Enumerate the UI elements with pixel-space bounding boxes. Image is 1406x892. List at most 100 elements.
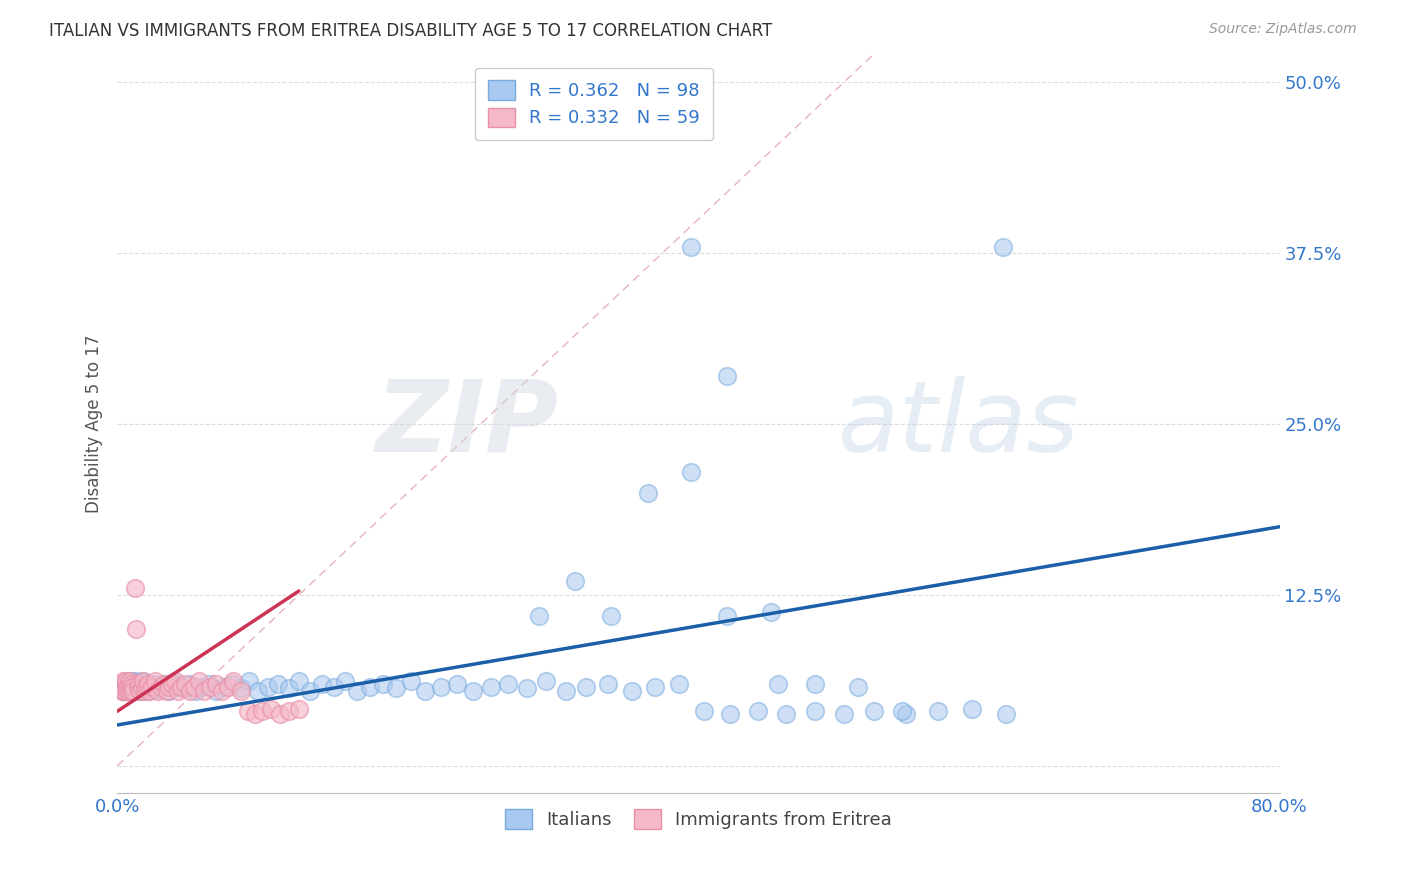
Point: [124, 677, 146, 691]
Point: [124, 681, 146, 695]
Point: [311, 677, 333, 691]
Point: [288, 701, 311, 715]
Point: [114, 680, 136, 694]
Point: [149, 680, 172, 694]
Point: [136, 677, 159, 691]
Point: [143, 677, 166, 691]
Y-axis label: Disability Age 5 to 17: Disability Age 5 to 17: [86, 335, 103, 514]
Point: [121, 674, 143, 689]
Point: [555, 683, 578, 698]
Point: [117, 683, 139, 698]
Point: [768, 677, 790, 691]
Point: [598, 677, 620, 691]
Point: [135, 680, 157, 694]
Point: [190, 680, 212, 694]
Point: [252, 704, 274, 718]
Point: [125, 622, 148, 636]
Point: [149, 680, 172, 694]
Point: [122, 680, 145, 694]
Point: [124, 582, 146, 596]
Point: [184, 683, 207, 698]
Point: [117, 677, 139, 691]
Point: [803, 704, 825, 718]
Point: [110, 683, 132, 698]
Point: [115, 674, 138, 689]
Point: [238, 674, 260, 689]
Point: [136, 677, 159, 691]
Point: [114, 683, 136, 698]
Point: [718, 707, 741, 722]
Point: [385, 681, 408, 695]
Point: [132, 674, 155, 689]
Point: [747, 704, 769, 718]
Point: [564, 574, 586, 589]
Point: [257, 680, 280, 694]
Point: [193, 683, 215, 698]
Point: [128, 677, 150, 691]
Point: [335, 674, 357, 689]
Point: [277, 681, 299, 695]
Point: [121, 682, 143, 697]
Point: [138, 683, 160, 698]
Point: [277, 704, 299, 718]
Point: [163, 680, 186, 694]
Point: [221, 677, 243, 691]
Point: [134, 683, 156, 698]
Point: [134, 681, 156, 695]
Legend: Italians, Immigrants from Eritrea: Italians, Immigrants from Eritrea: [498, 802, 898, 836]
Point: [120, 680, 142, 694]
Point: [346, 683, 368, 698]
Point: [114, 683, 136, 698]
Point: [198, 680, 221, 694]
Point: [716, 608, 738, 623]
Point: [288, 674, 311, 689]
Point: [129, 683, 152, 698]
Point: [516, 681, 538, 695]
Point: [125, 682, 148, 697]
Point: [127, 680, 149, 694]
Point: [205, 683, 228, 698]
Point: [167, 683, 190, 698]
Point: [534, 674, 557, 689]
Point: [359, 680, 381, 694]
Point: [122, 683, 145, 698]
Point: [141, 680, 163, 694]
Point: [846, 680, 869, 694]
Point: [832, 707, 855, 722]
Point: [890, 704, 912, 718]
Point: [131, 680, 153, 694]
Point: [716, 369, 738, 384]
Point: [174, 677, 197, 691]
Point: [121, 683, 143, 698]
Point: [153, 677, 176, 691]
Point: [222, 674, 245, 689]
Point: [668, 677, 690, 691]
Point: [165, 674, 187, 689]
Point: [463, 683, 485, 698]
Point: [430, 680, 453, 694]
Point: [245, 707, 267, 722]
Text: ITALIAN VS IMMIGRANTS FROM ERITREA DISABILITY AGE 5 TO 17 CORRELATION CHART: ITALIAN VS IMMIGRANTS FROM ERITREA DISAB…: [49, 22, 772, 40]
Point: [129, 683, 152, 698]
Point: [108, 680, 131, 694]
Point: [155, 683, 177, 698]
Point: [681, 465, 703, 479]
Point: [118, 683, 141, 698]
Point: [322, 680, 344, 694]
Point: [446, 677, 468, 691]
Point: [217, 680, 239, 694]
Point: [197, 677, 219, 691]
Point: [111, 683, 134, 698]
Point: [159, 683, 181, 698]
Point: [122, 683, 145, 698]
Point: [121, 677, 143, 691]
Point: [479, 680, 502, 694]
Point: [120, 681, 142, 695]
Point: [111, 677, 134, 691]
Point: [128, 677, 150, 691]
Point: [247, 683, 270, 698]
Point: [143, 674, 166, 689]
Point: [120, 674, 142, 689]
Point: [122, 680, 145, 694]
Point: [187, 674, 209, 689]
